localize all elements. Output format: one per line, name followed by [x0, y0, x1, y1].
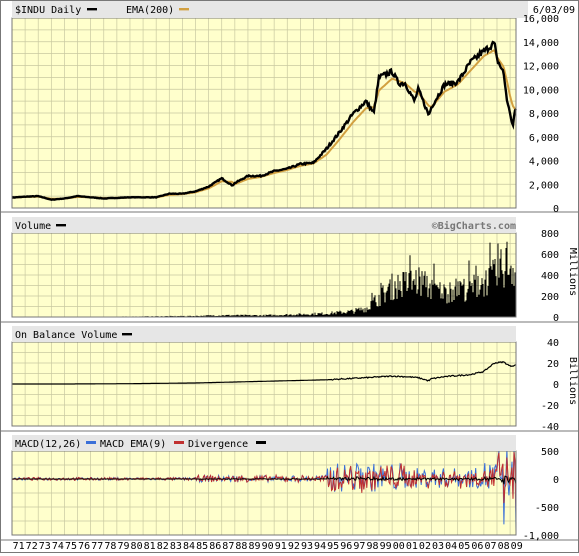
macd-title: MACD(12,26)	[15, 439, 81, 450]
y-tick-label: 200	[541, 292, 559, 303]
x-tick-label: 06	[471, 541, 483, 552]
macd-ema-label: MACD EMA(9)	[100, 439, 166, 450]
obv-y-unit: Billions	[567, 357, 578, 405]
x-tick-label: 08	[498, 541, 510, 552]
divergence-line	[11, 475, 517, 485]
symbol-label: $INDU Daily	[15, 5, 81, 16]
divergence-label: Divergence	[188, 439, 248, 450]
y-tick-label: 500	[541, 447, 559, 458]
x-tick-label: 74	[52, 541, 64, 552]
x-tick-label: 92	[288, 541, 300, 552]
date-label: 6/03/09	[533, 5, 575, 16]
obv-line	[12, 361, 517, 385]
obv-title-strip	[12, 326, 516, 342]
y-tick-label: 0	[553, 380, 559, 391]
obv-title: On Balance Volume	[15, 330, 117, 341]
volume-title-strip	[12, 217, 516, 233]
x-tick-label: 77	[91, 541, 103, 552]
x-tick-label: 99	[380, 541, 392, 552]
y-tick-label: 12,000	[523, 62, 559, 73]
y-tick-label: -40	[541, 422, 559, 433]
ema-legend-swatch	[179, 8, 189, 11]
x-tick-label: 73	[39, 541, 51, 552]
signal-legend-swatch	[174, 441, 184, 444]
signal-line	[11, 451, 517, 513]
x-tick-label: 02	[419, 541, 431, 552]
x-tick-label: 07	[484, 541, 496, 552]
x-tick-label: 93	[301, 541, 313, 552]
x-tick-label: 71	[13, 541, 25, 552]
x-tick-label: 88	[235, 541, 247, 552]
x-tick-label: 79	[117, 541, 129, 552]
x-tick-label: 83	[170, 541, 182, 552]
x-tick-label: 95	[327, 541, 339, 552]
y-tick-label: 0	[553, 313, 559, 324]
x-tick-label: 94	[314, 541, 326, 552]
x-tick-label: 78	[104, 541, 116, 552]
volume-y-unit: Millions	[567, 248, 578, 296]
y-tick-label: 0	[553, 475, 559, 486]
y-tick-label: 2,000	[529, 180, 559, 191]
x-tick-label: 75	[65, 541, 77, 552]
obv-legend-swatch	[122, 333, 132, 336]
y-tick-label: 10,000	[523, 85, 559, 96]
x-tick-label: 86	[209, 541, 221, 552]
x-tick-label: 04	[445, 541, 457, 552]
x-tick-label: 84	[183, 541, 195, 552]
x-tick-label: 87	[222, 541, 234, 552]
y-tick-label: 600	[541, 250, 559, 261]
y-tick-label: -20	[541, 401, 559, 412]
x-tick-label: 98	[366, 541, 378, 552]
y-tick-label: 20	[547, 359, 559, 370]
volume-legend-swatch	[56, 224, 66, 227]
x-tick-label: 96	[340, 541, 352, 552]
x-tick-label: 03	[432, 541, 444, 552]
x-tick-label: 82	[157, 541, 169, 552]
x-tick-label: 97	[353, 541, 365, 552]
x-tick-label: 72	[26, 541, 38, 552]
y-tick-label: 800	[541, 229, 559, 240]
divergence-legend-swatch	[256, 441, 266, 444]
y-tick-label: 4,000	[529, 157, 559, 168]
y-tick-label: 40	[547, 338, 559, 349]
price-line	[11, 40, 517, 201]
x-tick-label: 90	[262, 541, 274, 552]
y-tick-label: 16,000	[523, 14, 559, 25]
watermark: ©BigCharts.com	[432, 220, 516, 232]
y-tick-label: 0	[553, 204, 559, 215]
price-title-strip	[12, 1, 528, 18]
y-tick-label: 14,000	[523, 38, 559, 49]
y-tick-label: -500	[535, 503, 559, 514]
x-tick-label: 91	[275, 541, 287, 552]
x-tick-label: 80	[131, 541, 143, 552]
x-tick-label: 81	[144, 541, 156, 552]
y-tick-label: 400	[541, 271, 559, 282]
x-tick-label: 05	[458, 541, 470, 552]
y-tick-label: -1,000	[523, 531, 559, 542]
x-tick-label: 89	[249, 541, 261, 552]
volume-title: Volume	[15, 221, 51, 232]
price-legend-swatch	[87, 8, 97, 11]
x-tick-label: 85	[196, 541, 208, 552]
x-tick-label: 00	[393, 541, 405, 552]
x-tick-label: 09	[511, 541, 523, 552]
x-tick-label: 76	[78, 541, 90, 552]
x-tick-label: 01	[406, 541, 418, 552]
y-tick-label: 8,000	[529, 109, 559, 120]
ema-label: EMA(200)	[126, 5, 174, 16]
macd-legend-swatch	[86, 441, 96, 444]
y-tick-label: 6,000	[529, 133, 559, 144]
